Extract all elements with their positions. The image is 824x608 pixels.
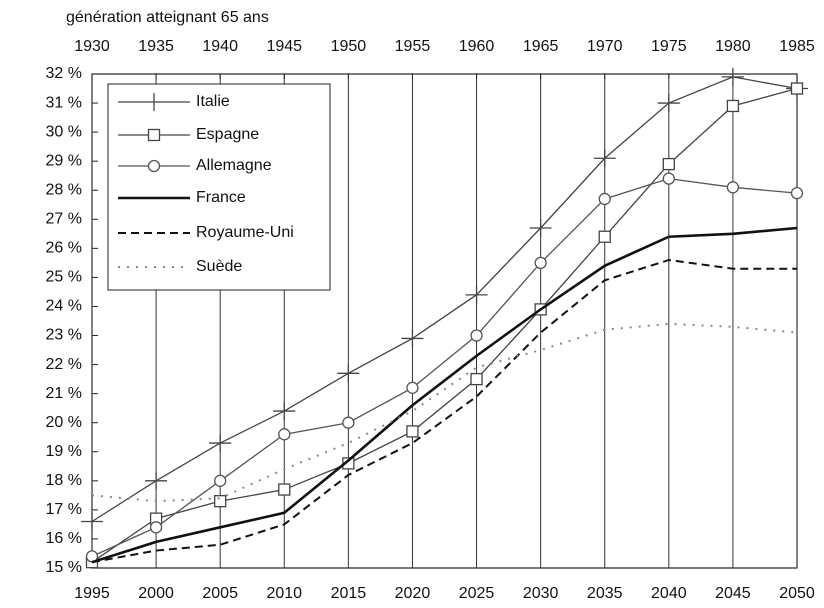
series-line (91, 226, 798, 564)
x-tick-label: 1995 (74, 585, 110, 602)
marker (145, 471, 168, 490)
marker (209, 434, 232, 453)
legend-label: Allemagne (196, 157, 272, 174)
marker (790, 82, 804, 95)
y-tick-label: 24 % (46, 298, 82, 315)
top-tick-label: 1950 (331, 38, 367, 55)
marker (406, 381, 419, 394)
y-tick-label: 31 % (46, 94, 82, 111)
y-tick-label: 20 % (46, 414, 82, 431)
marker (534, 256, 547, 270)
top-tick-label: 1930 (74, 38, 110, 55)
x-tick-label: 2025 (459, 585, 495, 602)
marker (721, 67, 744, 86)
series-line (91, 322, 798, 503)
marker (598, 192, 611, 206)
legend-marker (147, 159, 161, 173)
series-line (91, 177, 798, 557)
y-tick-label: 30 % (46, 123, 82, 140)
marker (278, 428, 291, 441)
marker (662, 157, 675, 171)
marker (406, 425, 419, 438)
x-tick-label: 2030 (523, 585, 559, 602)
y-tick-label: 25 % (46, 269, 82, 286)
top-tick-label: 1960 (459, 38, 495, 55)
marker (726, 181, 740, 194)
x-tick-label: 2050 (779, 585, 815, 602)
top-tick-label: 1945 (266, 38, 302, 55)
x-tick-label: 2040 (651, 585, 687, 602)
marker (593, 149, 616, 168)
series-line (91, 87, 798, 563)
x-tick-label: 2045 (715, 585, 751, 602)
marker (81, 512, 103, 531)
top-tick-label: 1985 (779, 38, 815, 55)
top-tick-label: 1970 (587, 38, 623, 55)
marker (273, 402, 296, 421)
legend-label: Suède (196, 258, 242, 275)
x-tick-label: 2015 (331, 585, 367, 602)
x-tick-label: 2020 (395, 585, 431, 602)
y-tick-label: 23 % (46, 327, 82, 344)
marker (214, 495, 227, 508)
y-tick-label: 17 % (46, 501, 82, 518)
y-tick-label: 18 % (46, 472, 82, 489)
top-tick-label: 1975 (651, 38, 687, 55)
marker (598, 230, 611, 243)
marker (337, 364, 360, 383)
marker (278, 483, 291, 496)
marker (149, 521, 163, 534)
legend-label: Espagne (196, 126, 259, 143)
y-tick-label: 21 % (46, 385, 82, 402)
marker (790, 186, 804, 200)
legend-marker (147, 128, 161, 142)
top-tick-label: 1980 (715, 38, 751, 55)
legend-label: Italie (196, 93, 230, 110)
marker (214, 474, 227, 487)
y-tick-label: 15 % (46, 559, 82, 576)
x-tick-label: 2005 (202, 585, 238, 602)
marker (470, 329, 483, 342)
marker (726, 99, 740, 113)
marker (342, 416, 355, 429)
top-tick-label: 1955 (395, 38, 431, 55)
marker (657, 94, 680, 113)
y-tick-label: 29 % (46, 152, 82, 169)
top-tick-label: 1935 (138, 38, 174, 55)
marker (465, 285, 488, 304)
series-line (91, 76, 798, 523)
y-tick-label: 27 % (46, 211, 82, 228)
top-tick-label: 1965 (523, 38, 559, 55)
legend-box (107, 83, 331, 291)
marker (529, 219, 552, 238)
y-tick-label: 16 % (46, 530, 82, 547)
x-tick-label: 2010 (266, 585, 302, 602)
marker (470, 372, 483, 386)
top-tick-label: 1940 (202, 38, 238, 55)
marker (662, 172, 675, 185)
y-tick-label: 22 % (46, 356, 82, 373)
legend-label: France (196, 189, 246, 206)
y-tick-label: 28 % (46, 181, 82, 198)
marker (401, 329, 424, 348)
top-axis-title: génération atteignant 65 ans (66, 9, 269, 26)
x-tick-label: 2000 (138, 585, 174, 602)
x-tick-label: 2035 (587, 585, 623, 602)
series-line (91, 258, 797, 564)
y-tick-label: 32 % (46, 65, 82, 82)
legend-label: Royaume-Uni (196, 224, 294, 241)
y-tick-label: 19 % (46, 443, 82, 460)
y-tick-label: 26 % (46, 240, 82, 257)
